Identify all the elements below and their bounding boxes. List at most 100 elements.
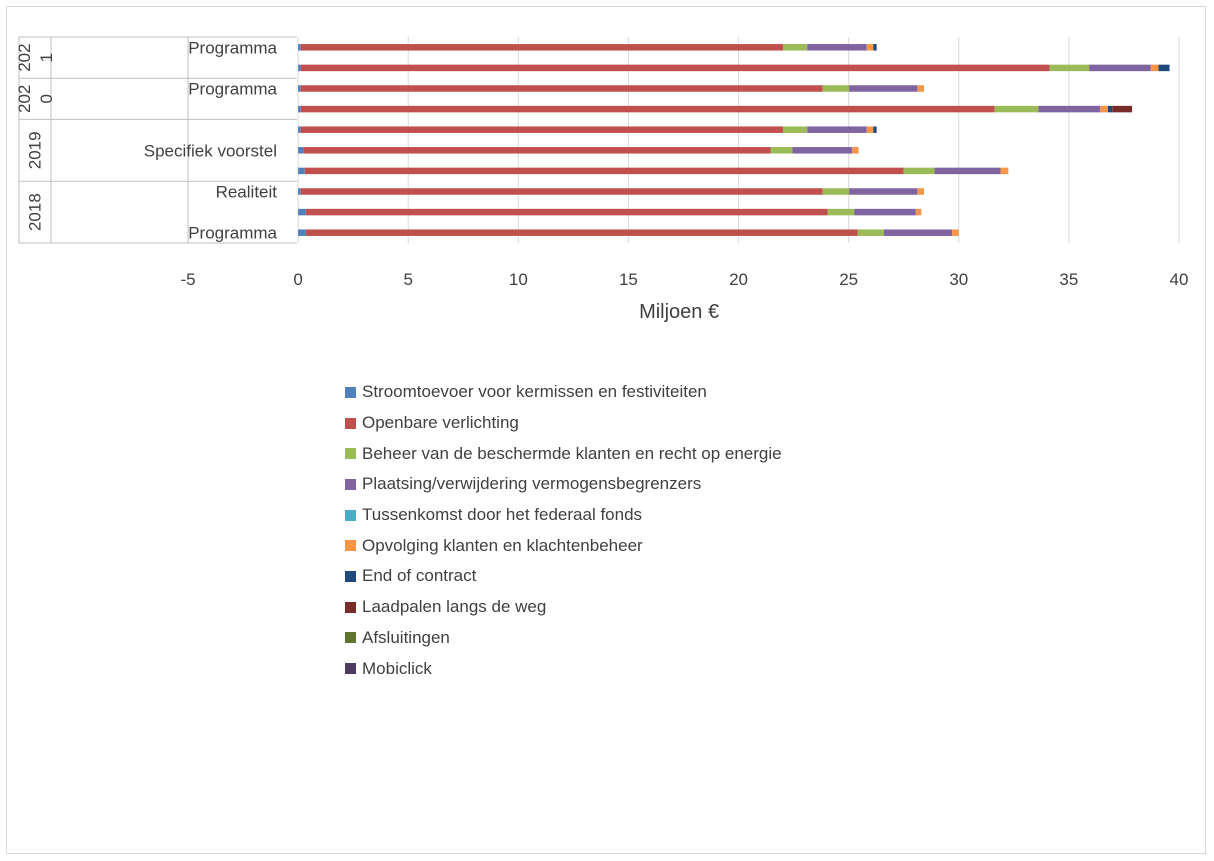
legend-item-4: Tussenkomst door het federaal fonds — [345, 500, 782, 531]
bar-row2-series0 — [298, 188, 301, 195]
legend-swatch-4 — [345, 509, 356, 521]
legend-swatch-1 — [345, 417, 356, 429]
legend-item-9: Mobiclick — [345, 653, 782, 684]
bar-row9-series3 — [807, 44, 867, 51]
bar-row7-series1 — [300, 85, 823, 92]
legend-swatch-5 — [345, 540, 356, 552]
bar-row3-series2 — [903, 167, 935, 175]
bar-row7-series0 — [298, 85, 301, 92]
bar-row6-series0 — [298, 105, 301, 113]
bar-row0-series1 — [305, 229, 858, 236]
bar-row8-series5 — [1150, 64, 1159, 72]
row-label-4: Specifiek voorstel — [144, 141, 277, 160]
bar-row6-series3 — [1038, 105, 1101, 113]
bar-row6-series7 — [1112, 105, 1133, 113]
legend: Stroomtoevoer voor kermissen en festivit… — [345, 377, 782, 684]
bar-row5-series3 — [807, 126, 867, 133]
legend-item-2: Beheer van de beschermde klanten en rech… — [345, 438, 782, 469]
group-label-2018: 2018 — [26, 193, 45, 231]
legend-label-2: Beheer van de beschermde klanten en rech… — [362, 443, 782, 463]
legend-swatch-7 — [345, 601, 356, 613]
group-label-2020: 202 0 — [15, 85, 56, 113]
bar-row8-series0 — [298, 64, 301, 72]
bar-row0-series2 — [857, 229, 884, 236]
bar-row4-series0 — [298, 147, 304, 154]
legend-item-7: Laadpalen langs de weg — [345, 592, 782, 623]
legend-item-3: Plaatsing/verwijdering vermogensbegrenze… — [345, 469, 782, 500]
x-tick-label-4: 15 — [619, 270, 638, 289]
row-label-0: Programma — [188, 224, 277, 243]
bar-row3-series5 — [1000, 167, 1009, 175]
bar-row1-series5 — [915, 208, 922, 216]
bar-row5-series1 — [300, 126, 784, 133]
bar-row8-series1 — [300, 64, 1050, 72]
bar-row9-series1 — [300, 44, 784, 51]
bar-row4-series1 — [303, 147, 771, 154]
group-label-line: 202 — [15, 43, 34, 71]
legend-item-5: Opvolging klanten en klachtenbeheer — [345, 530, 782, 561]
legend-swatch-9 — [345, 663, 356, 675]
legend-item-8: Afsluitingen — [345, 623, 782, 654]
x-axis-title: Miljoen € — [639, 301, 719, 323]
bar-row9-series5 — [866, 44, 874, 51]
bar-row5-series2 — [783, 126, 808, 133]
legend-swatch-6 — [345, 570, 356, 582]
bar-row2-series5 — [917, 188, 924, 195]
x-tick-label-0: -5 — [180, 270, 195, 289]
bar-row6-series1 — [300, 105, 995, 113]
bar-row6-series5 — [1100, 105, 1108, 113]
legend-label-6: End of contract — [362, 566, 477, 586]
bar-row9-series0 — [298, 44, 301, 51]
bar-row1-series2 — [827, 208, 855, 216]
bar-row1-series1 — [305, 208, 828, 216]
bar-row8-series2 — [1049, 64, 1090, 72]
bar-row7-series5 — [917, 85, 924, 92]
legend-label-3: Plaatsing/verwijdering vermogensbegrenze… — [362, 474, 702, 494]
bar-row2-series2 — [822, 188, 850, 195]
bar-row4-series5 — [851, 147, 859, 154]
bar-row6-series6 — [1107, 105, 1113, 113]
legend-item-6: End of contract — [345, 561, 782, 592]
bar-row1-series3 — [854, 208, 916, 216]
bar-row0-series5 — [952, 229, 959, 236]
legend-item-0: Stroomtoevoer voor kermissen en festivit… — [345, 377, 782, 408]
legend-label-4: Tussenkomst door het federaal fonds — [362, 505, 643, 525]
bar-row9-series6 — [873, 44, 877, 51]
chart-frame: 2018 2019 202 0 202 1 Programma Realiteit Specif… — [6, 6, 1206, 854]
bar-row2-series3 — [849, 188, 918, 195]
bar-row4-series3 — [792, 147, 852, 154]
bar-row4-series2 — [770, 147, 793, 154]
bar-row3-series1 — [304, 167, 904, 175]
legend-label-1: Openbare verlichting — [362, 413, 519, 433]
row-label-9: Programma — [188, 38, 277, 57]
group-label-2021: 202 1 — [15, 43, 56, 71]
legend-swatch-3 — [345, 478, 356, 490]
x-tick-label-1: 0 — [293, 270, 302, 289]
group-label-line: 202 — [15, 85, 34, 113]
bar-row3-series3 — [934, 167, 1001, 175]
bar-row5-series0 — [298, 126, 301, 133]
bar-row5-series5 — [866, 126, 874, 133]
group-label-2019: 2019 — [26, 131, 45, 169]
legend-swatch-8 — [345, 632, 356, 644]
x-tick-label-3: 10 — [509, 270, 528, 289]
bar-row2-series1 — [300, 188, 823, 195]
row-label-2: Realiteit — [216, 183, 278, 202]
bar-row1-series0 — [298, 208, 306, 216]
legend-swatch-2 — [345, 448, 356, 460]
group-label-line: 0 — [37, 94, 56, 103]
bar-row3-series0 — [298, 167, 305, 175]
x-tick-label-6: 25 — [839, 270, 858, 289]
legend-label-7: Laadpalen langs de weg — [362, 597, 547, 617]
x-tick-label-9: 40 — [1170, 270, 1189, 289]
legend-swatch-0 — [345, 386, 356, 398]
x-tick-label-5: 20 — [729, 270, 748, 289]
bar-row7-series2 — [822, 85, 850, 92]
row-label-7: Programma — [188, 80, 277, 99]
legend-label-0: Stroomtoevoer voor kermissen en festivit… — [362, 382, 707, 402]
legend-label-9: Mobiclick — [362, 658, 432, 678]
bar-row8-series6 — [1158, 64, 1170, 72]
bar-row5-series6 — [873, 126, 877, 133]
bar-row6-series2 — [994, 105, 1039, 113]
